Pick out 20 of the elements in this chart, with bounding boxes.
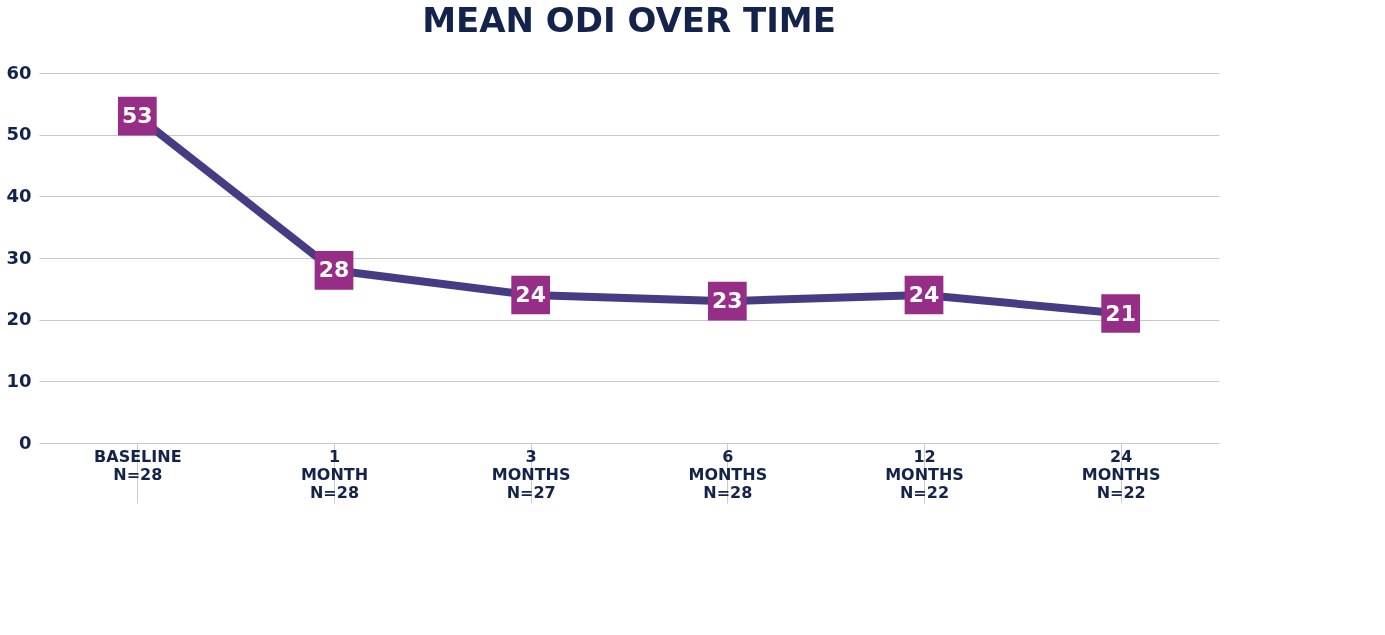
x-tick-label: 6 MONTHS N=28 [688, 446, 768, 502]
data-label: 21 [1105, 300, 1136, 326]
y-tick-label: 50 [6, 123, 32, 145]
y-tick-label: 20 [6, 308, 32, 330]
data-label: 53 [122, 103, 153, 129]
x-tick-label: BASELINE N=28 [94, 446, 182, 484]
x-tick-label: 1 MONTH N=28 [300, 446, 369, 502]
x-tick-label: 3 MONTHS N=27 [491, 446, 571, 502]
y-tick-label: 0 [18, 431, 32, 453]
y-tick-label: 10 [6, 369, 32, 391]
data-label: 24 [908, 282, 940, 307]
chart-title: MEAN ODI OVER TIME [422, 0, 836, 40]
x-tick-label: 12 MONTHS N=22 [885, 446, 964, 502]
data-label: 23 [712, 288, 743, 314]
y-tick-label: 30 [6, 246, 32, 268]
data-label: 28 [318, 257, 350, 283]
y-tick-label: 60 [6, 61, 32, 83]
x-tick-label: 24 MONTHS N=22 [1081, 446, 1161, 502]
data-label: 24 [515, 282, 546, 307]
y-tick-label: 40 [6, 184, 32, 206]
